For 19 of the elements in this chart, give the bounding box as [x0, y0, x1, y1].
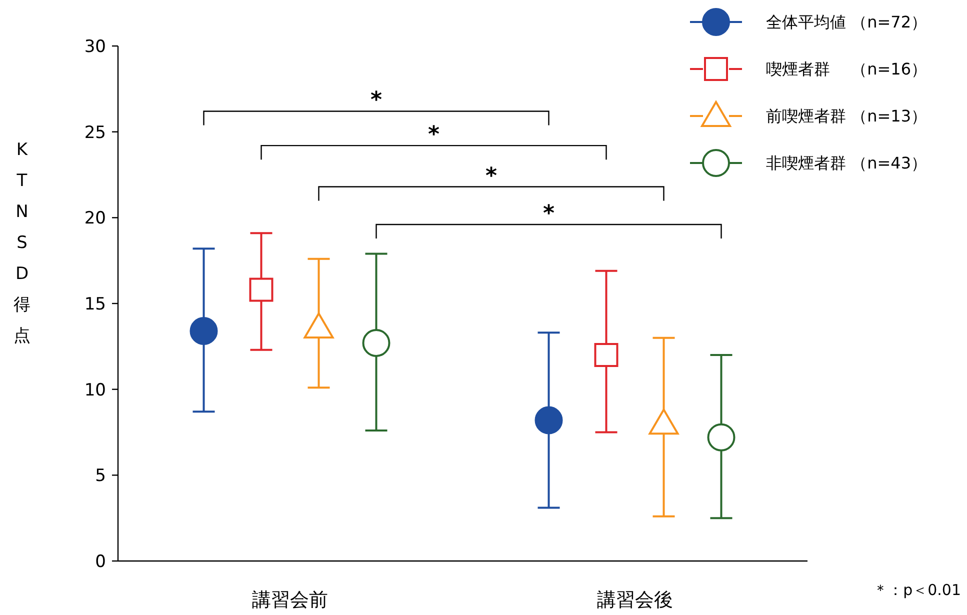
- legend-label: 前喫煙者群 （n=13）: [766, 106, 927, 126]
- y-tick-label: 15: [84, 294, 106, 314]
- y-tick-label: 0: [95, 552, 106, 572]
- legend-label: 全体平均値 （n=72）: [766, 12, 927, 32]
- y-tick-label: 25: [84, 122, 106, 143]
- annotation: *: [370, 88, 382, 114]
- y-axis-title: KTNSD得点: [14, 140, 30, 346]
- y-tick-label: 30: [84, 36, 106, 57]
- x-tick-label: 講習会後: [597, 589, 673, 611]
- text: ＊：p＜0.01: [873, 581, 961, 599]
- annotation: *: [428, 122, 440, 148]
- x-tick-label: 講習会前: [252, 589, 328, 611]
- y-tick-label: 20: [84, 208, 106, 229]
- legend-label: 喫煙者群 （n=16）: [766, 60, 927, 79]
- annotation: *: [542, 202, 555, 227]
- y-tick-label: 5: [95, 466, 106, 486]
- legend-label: 非喫煙者群 （n=43）: [766, 154, 927, 173]
- y-tick-label: 10: [84, 380, 106, 400]
- annotation: *: [485, 164, 498, 189]
